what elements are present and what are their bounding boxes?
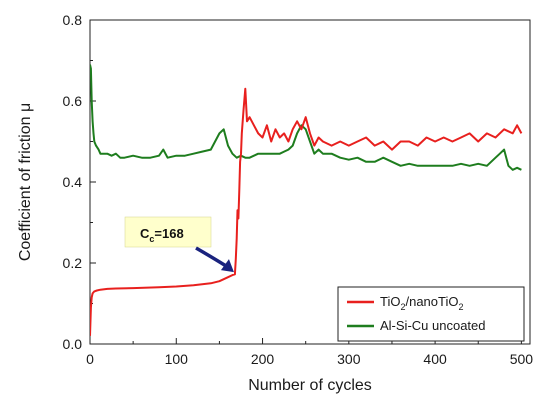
- series-layer: [90, 64, 523, 336]
- y-axis-title: Coefficient of friction μ: [17, 103, 34, 261]
- legend-label-tio2-mid: /nanoTiO: [405, 294, 458, 309]
- legend-label-tio2-sub2: 2: [458, 302, 463, 312]
- annotation-label-value: =168: [154, 226, 183, 241]
- series-line-alsicu: [90, 64, 522, 171]
- annotation-box: [124, 216, 212, 248]
- y-tick-label: 0.0: [63, 336, 83, 352]
- annotation-arrowhead: [220, 259, 234, 273]
- y-tick-label: 0.6: [63, 93, 83, 109]
- series-line-tio2: [90, 87, 523, 336]
- annotation-label-main: C: [140, 226, 150, 241]
- y-tick-label: 0.2: [63, 255, 83, 271]
- annotation-label-sub: c: [149, 234, 154, 244]
- x-axis-title: Number of cycles: [248, 377, 372, 394]
- x-tick-label: 0: [86, 351, 94, 367]
- x-tick-label: 400: [423, 351, 447, 367]
- legend-label-tio2-main: TiO: [380, 294, 400, 309]
- legend: TiO2/nanoTiO2 Al-Si-Cu uncoated: [337, 286, 525, 342]
- y-tick-label: 0.4: [63, 174, 83, 190]
- legend-label-tio2-sub1: 2: [400, 302, 405, 312]
- y-tick-label: 0.8: [63, 12, 83, 28]
- legend-label-alsicu: Al-Si-Cu uncoated: [380, 318, 486, 333]
- legend-box: [337, 286, 525, 342]
- annotation-cc: Cc=168: [124, 216, 234, 273]
- x-tick-label: 500: [510, 351, 534, 367]
- annotation-label: Cc=168: [140, 226, 184, 244]
- x-tick-label: 300: [337, 351, 361, 367]
- legend-label-tio2: TiO2/nanoTiO2: [380, 294, 464, 312]
- x-tick-label: 200: [251, 351, 275, 367]
- y-axis-ticks: 0.0 0.2 0.4 0.6 0.8: [63, 12, 96, 352]
- x-tick-label: 100: [165, 351, 189, 367]
